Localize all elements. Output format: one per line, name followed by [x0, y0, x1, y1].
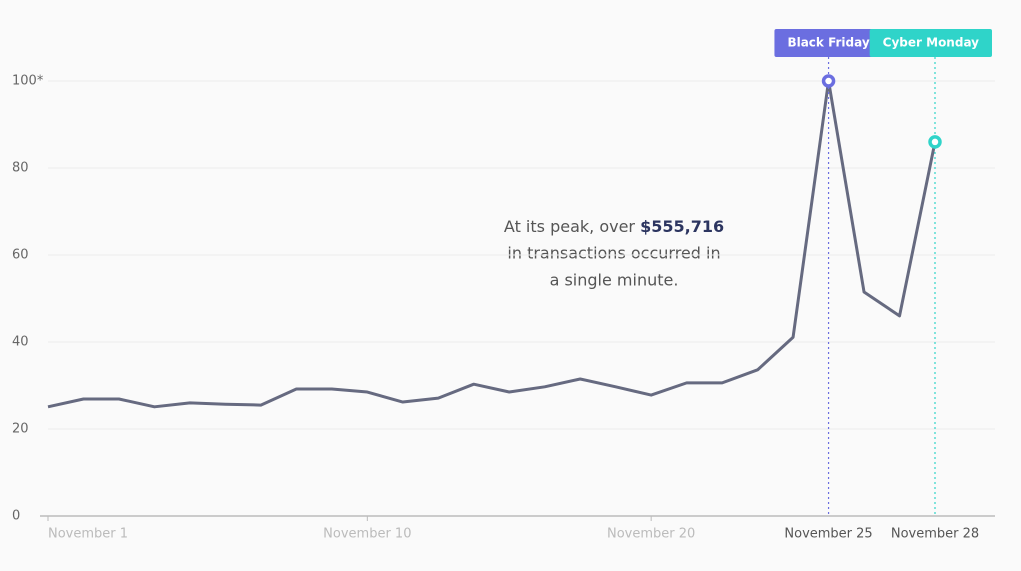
- y-tick-label: 100*: [12, 74, 44, 89]
- event-badge: [869, 29, 992, 57]
- annotation-line: in transactions occurred in: [507, 244, 720, 263]
- x-tick-label: November 20: [607, 527, 695, 542]
- annotation-highlight: $555,716: [640, 217, 724, 236]
- annotation: At its peak, over $555,716: [504, 217, 724, 236]
- event-marker: [928, 135, 942, 149]
- annotation-line: a single minute.: [550, 271, 679, 290]
- event-badge: [774, 29, 883, 57]
- x-tick-label: November 28: [891, 527, 979, 542]
- event-label: Cyber Monday: [883, 36, 980, 50]
- y-tick-label: 60: [12, 248, 29, 263]
- x-tick-label: November 1: [48, 527, 128, 542]
- y-tick-label: 0: [12, 509, 20, 524]
- grid: [48, 80, 995, 517]
- event-label: Black Friday: [787, 36, 869, 50]
- x-tick-label: November 25: [784, 527, 872, 542]
- event-marker: [821, 74, 836, 88]
- y-tick-label: 80: [12, 161, 29, 176]
- line: [47, 79, 937, 409]
- y-tick-label: 20: [12, 422, 29, 437]
- x-tick-label: November 10: [323, 527, 411, 542]
- y-tick-label: 40: [12, 335, 29, 350]
- annotation-prefix: At its peak, over: [504, 217, 640, 236]
